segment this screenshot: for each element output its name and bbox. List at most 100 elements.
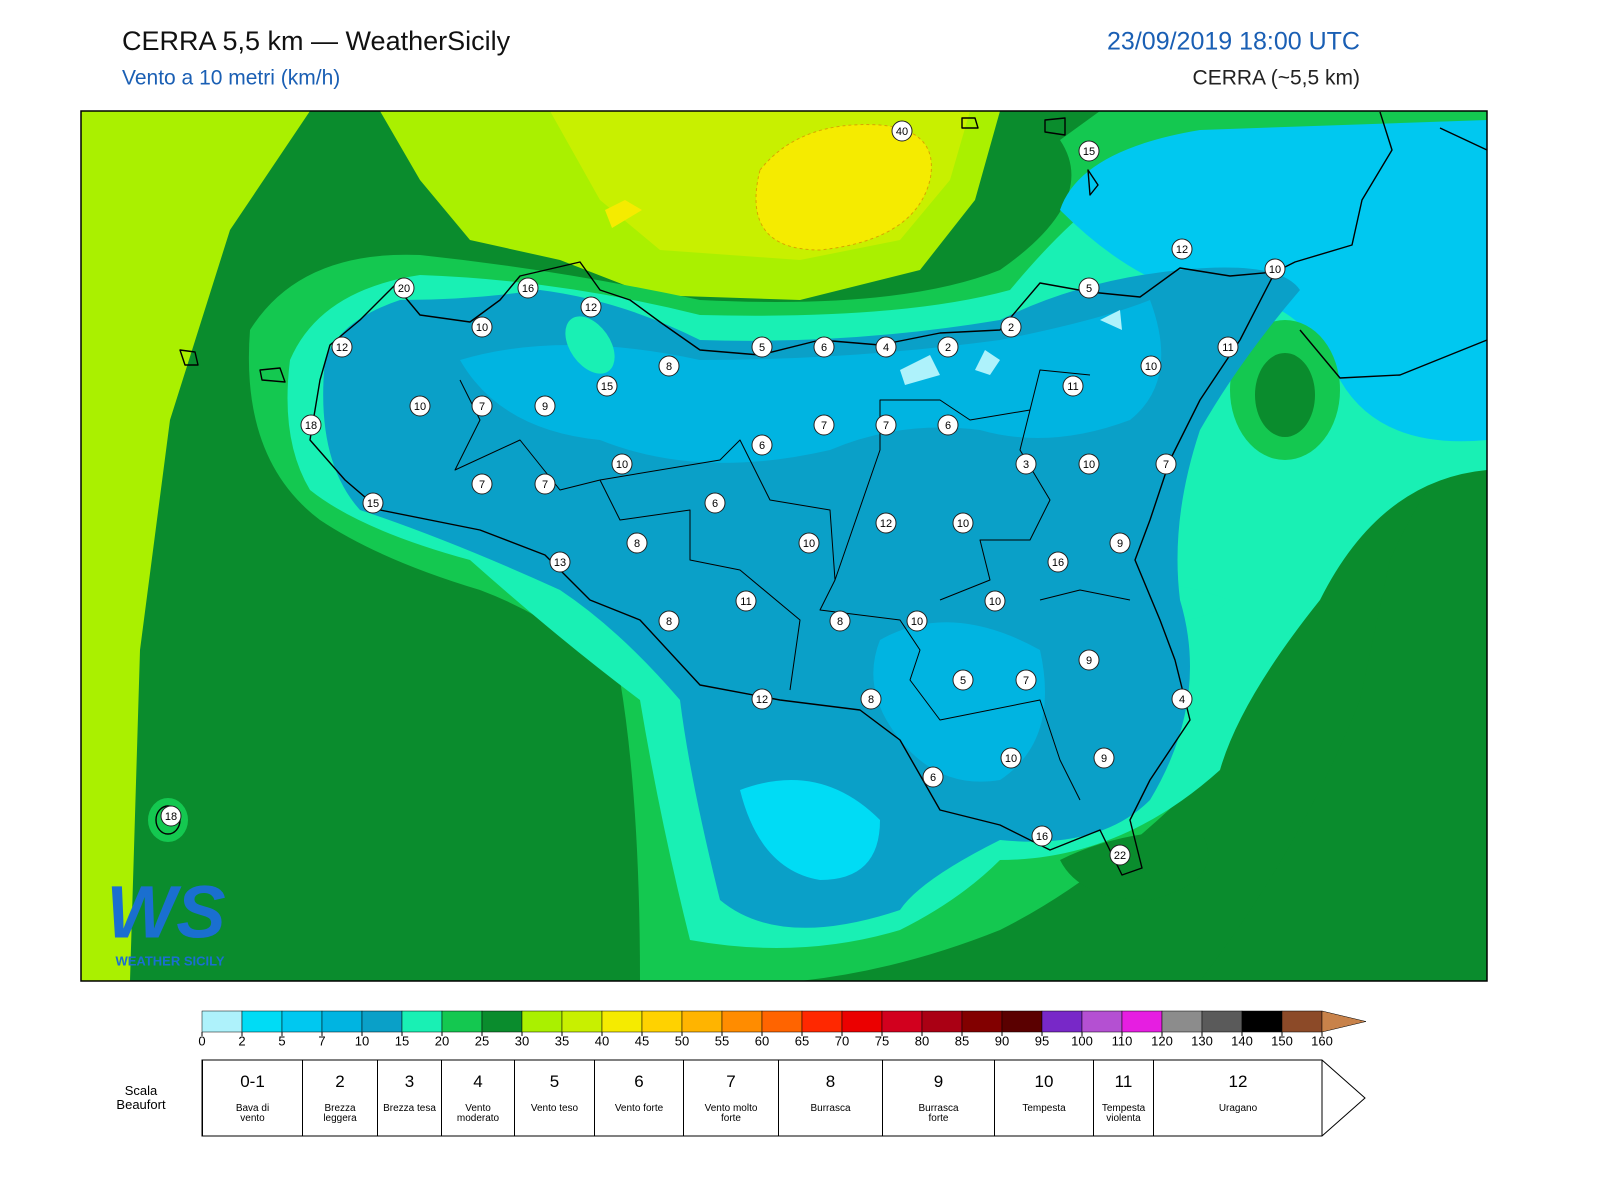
label-badge: [300, 414, 322, 436]
wind-label: 15: [601, 381, 613, 393]
colorbar-segment: [201, 1010, 243, 1033]
beaufort-cell: 2 Brezza leggera: [302, 1060, 377, 1136]
label-badge: [829, 610, 851, 632]
beaufort-cell: 9 Burrasca forte: [882, 1060, 994, 1136]
map-frame: [80, 110, 1488, 982]
colorbar-tick-label: 100: [1071, 1033, 1093, 1048]
label-badge: [813, 414, 835, 436]
colorbar-segment: [1241, 1010, 1283, 1033]
wind-label: 3: [1023, 459, 1029, 471]
label-badge: [875, 414, 897, 436]
wind-label: 6: [821, 342, 827, 354]
beaufort-force: 5: [549, 1072, 560, 1091]
datetime: 23/09/2019 18:00 UTC: [1107, 28, 1360, 56]
label-badge: [937, 336, 959, 358]
colorbar-segment: [761, 1010, 803, 1033]
colorbar-tick-label: 10: [355, 1033, 369, 1048]
colorbar-segment: [361, 1010, 403, 1033]
field-zone: [460, 300, 1162, 463]
wind-label: 9: [1086, 655, 1092, 667]
colorbar-tick-label: 40: [595, 1033, 609, 1048]
wind-label: 22: [1114, 850, 1126, 862]
colorbar-tick-label: 5: [278, 1033, 285, 1048]
colorbar-tick-label: 150: [1271, 1033, 1293, 1048]
colorbar-segment: [1281, 1010, 1323, 1033]
label-badge: [813, 336, 835, 358]
wind-label: 16: [1052, 557, 1064, 569]
wind-label: 16: [522, 283, 534, 295]
wind-label: 7: [542, 479, 548, 491]
beaufort-label: Brezza leggera: [323, 1103, 357, 1124]
label-badge: [1078, 453, 1100, 475]
coastlines: [155, 111, 1488, 876]
colorbar-segment: [481, 1010, 523, 1033]
colorbar-segment: [401, 1010, 443, 1033]
colorbar-tick-label: 35: [555, 1033, 569, 1048]
wind-label: 2: [945, 342, 951, 354]
label-badge: [751, 434, 773, 456]
sicily-coast: [309, 261, 1276, 876]
label-badge: [549, 551, 571, 573]
colorbar-tick-label: 30: [515, 1033, 529, 1048]
colorbar-tick-label: 75: [875, 1033, 889, 1048]
label-badge: [160, 805, 182, 827]
colorbar-tick-label: 70: [835, 1033, 849, 1048]
beaufort-cell: 6 Vento forte: [594, 1060, 683, 1136]
label-badge: [1217, 336, 1239, 358]
wind-label: 10: [476, 322, 488, 334]
colorbar-segment: [681, 1010, 723, 1033]
label-badge: [534, 473, 556, 495]
colorbar-segment: [241, 1010, 283, 1033]
label-badge: [1171, 688, 1193, 710]
beaufort-force: 6: [634, 1072, 644, 1091]
colorbar-tick-label: 65: [795, 1033, 809, 1048]
colorbar-tick-label: 20: [435, 1033, 449, 1048]
province-borders: [454, 369, 1131, 801]
beaufort-force: 9: [933, 1072, 944, 1091]
beaufort-force: 10: [1034, 1072, 1054, 1091]
colorbar-extension: [1321, 1010, 1367, 1033]
wind-label: 13: [554, 557, 566, 569]
label-badge: [1000, 316, 1022, 338]
colorbar-tick-label: 60: [755, 1033, 769, 1048]
colorbar-segment: [521, 1010, 563, 1033]
label-badge: [611, 453, 633, 475]
colorbar-segment: [641, 1010, 683, 1033]
field-zone: [1200, 430, 1487, 981]
field-zone: [81, 111, 310, 981]
wind-label: 7: [1023, 675, 1029, 687]
wind-label: 12: [585, 302, 597, 314]
wind-label: 10: [1005, 753, 1017, 765]
field-zone: [565, 316, 615, 374]
subtitle: Vento a 10 metri (km/h): [122, 67, 340, 90]
beaufort-label: Burrasca forte: [918, 1103, 959, 1124]
wind-label: 18: [165, 811, 177, 823]
beaufort-cell: 4 Vento moderato: [441, 1060, 514, 1136]
wind-label: 5: [759, 342, 765, 354]
wind-label: 5: [1086, 283, 1092, 295]
wind-label: 7: [479, 479, 485, 491]
beaufort-title: Scala Beaufort: [116, 1083, 166, 1112]
wind-label: 12: [336, 342, 348, 354]
colorbar-segment: [1121, 1010, 1163, 1033]
label-badge: [580, 296, 602, 318]
field-zone: [900, 310, 1122, 385]
field-zone: [755, 124, 932, 251]
label-badge: [1015, 669, 1037, 691]
wind-label: 9: [1101, 753, 1107, 765]
wind-label: 8: [666, 616, 672, 628]
colorbar-segment: [321, 1010, 363, 1033]
wind-label: 2: [1008, 322, 1014, 334]
label-badge: [875, 512, 897, 534]
colorbar-segment: [841, 1010, 883, 1033]
colorbar-segment: [1001, 1010, 1043, 1033]
logo-mark: WS: [106, 871, 225, 954]
field-zone: [1060, 830, 1209, 900]
colorbar-tick-label: 2: [238, 1033, 245, 1048]
label-badge: [1078, 140, 1100, 162]
label-badge: [658, 355, 680, 377]
label-badge: [471, 473, 493, 495]
field-zone: [1255, 353, 1315, 437]
wind-label: 7: [883, 420, 889, 432]
wind-label: 10: [1083, 459, 1095, 471]
